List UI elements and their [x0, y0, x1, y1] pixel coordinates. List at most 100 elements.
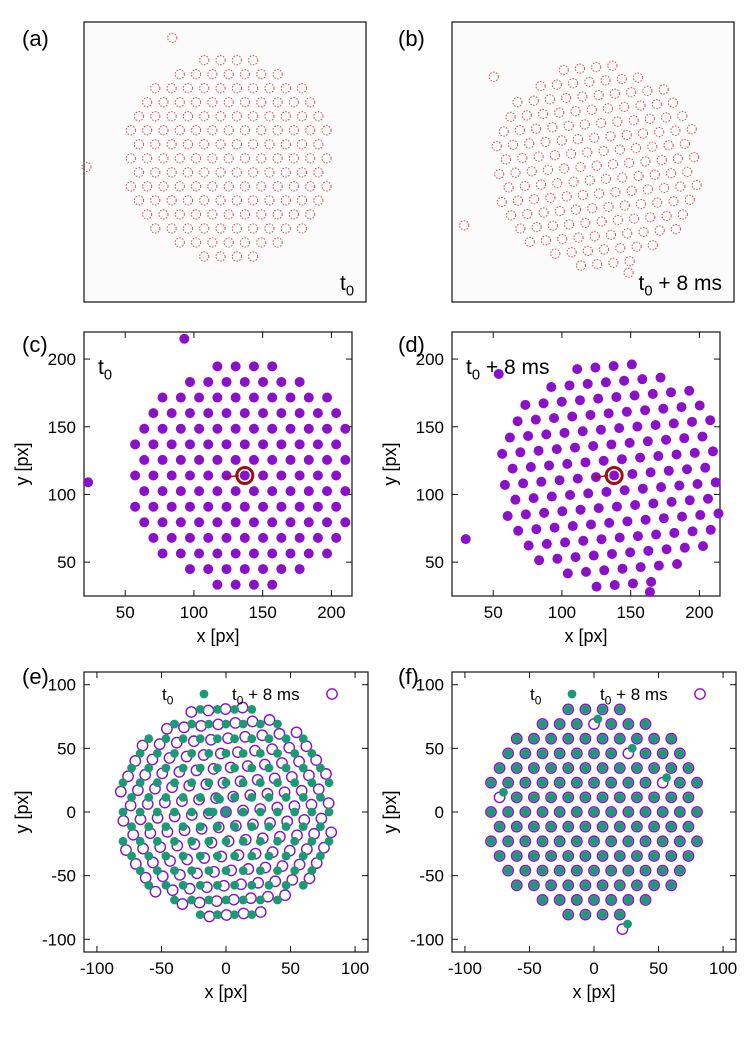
dot-t0-e-101 [255, 807, 265, 817]
particle-ring-b-88 [607, 159, 619, 170]
y-axis-label-f: y [px] [380, 790, 400, 833]
particle-ring-a-54 [231, 83, 242, 94]
particle-ring-b-79 [619, 101, 630, 113]
dot-t0-e-60 [187, 836, 197, 846]
particle-ring-b-114 [640, 156, 651, 167]
dot-t0-f-1 [495, 763, 504, 773]
particle-ring-a-130 [248, 251, 259, 262]
particle-ring-b-89 [614, 144, 625, 155]
particle-ring-a-62 [207, 153, 218, 164]
dot-t0-e-8 [152, 748, 162, 758]
dot-t0-e-110 [238, 866, 248, 876]
particle-dot-d-94 [591, 581, 602, 592]
particle-ring-b-59 [554, 205, 565, 217]
particle-dot-c-8 [166, 408, 177, 419]
particle-ring-b-119 [608, 257, 619, 268]
ring-t8-f-33 [510, 850, 523, 862]
particle-dot-d-14 [525, 462, 536, 473]
particle-ring-b-90 [621, 129, 632, 140]
particle-dot-d-36 [554, 475, 565, 486]
particle-dot-c-138 [340, 454, 351, 465]
particle-ring-b-144 [675, 181, 686, 192]
particle-ring-b-50 [565, 148, 577, 159]
particle-dot-d-111 [640, 514, 651, 525]
particle-dot-c-144 [331, 501, 342, 512]
particle-ring-a-121 [248, 223, 259, 234]
ring-t8-f-10 [536, 718, 549, 730]
ring-t8-f-3 [510, 732, 523, 745]
particle-ring-a-43 [231, 55, 242, 66]
dot-t0-e-52 [213, 763, 222, 773]
ring-t8-e-106 [290, 726, 303, 739]
ring-t8-e-93 [273, 727, 286, 740]
particle-ring-b-56 [607, 60, 618, 71]
center-marker-d [604, 466, 624, 486]
ring-t8-f-149 [682, 850, 695, 862]
particle-ring-a-19 [190, 69, 202, 80]
ring-t8-f-62 [570, 806, 583, 818]
dot-t0-e-104 [281, 763, 291, 773]
dot-t0-f-16 [529, 763, 539, 773]
particle-dot-d-121 [643, 545, 654, 556]
particle-ring-b-22 [512, 195, 524, 206]
ring-t8-f-80 [631, 732, 643, 745]
dot-t0-e-56 [247, 704, 257, 714]
particle-dot-d-152 [493, 368, 504, 379]
x-tick-label-d-0: 50 [484, 603, 503, 622]
particle-ring-b-21 [505, 210, 517, 221]
dot-t0-f-33 [512, 851, 522, 861]
particle-dot-c-7 [157, 423, 168, 434]
particle-ring-b-16 [531, 123, 542, 134]
particle-ring-b-153 [623, 267, 634, 278]
particle-dot-d-31 [590, 362, 601, 373]
dot-t0-f-126 [658, 807, 668, 817]
particle-ring-a-89 [248, 139, 259, 150]
particle-ring-b-105 [651, 99, 662, 110]
ring-t8-f-117 [665, 762, 678, 774]
particle-ring-a-142 [288, 209, 300, 220]
particle-dot-d-100 [637, 483, 648, 494]
dot-t0-f-115 [649, 792, 659, 802]
ring-t8-f-88 [605, 806, 618, 818]
ring-t8-f-71 [553, 864, 566, 877]
particle-dot-d-131 [653, 560, 664, 571]
particle-ring-b-80 [626, 87, 637, 98]
particle-dot-d-21 [513, 525, 524, 536]
dot-t0-e-37 [178, 792, 188, 802]
y-tick-label-c-3: 200 [48, 350, 76, 369]
dot-t0-e-43 [230, 704, 239, 714]
particle-ring-a-114 [272, 153, 283, 164]
particle-dot-c-51 [221, 439, 232, 450]
particle-ring-b-124 [642, 184, 653, 195]
particle-dot-c-39 [212, 423, 223, 434]
particle-ring-a-11 [125, 181, 136, 192]
dot-t0-e-53 [221, 748, 231, 758]
ring-t8-e-30 [195, 719, 208, 732]
ring-t8-f-118 [673, 747, 686, 760]
ring-t8-f-146 [691, 806, 703, 818]
particle-dot-d-105 [676, 402, 687, 413]
particle-ring-b-97 [596, 216, 607, 227]
particle-ring-a-14 [150, 139, 161, 150]
particle-ring-a-50 [199, 139, 210, 150]
dot-t0-f-44 [512, 880, 522, 890]
dot-t0-f-134 [649, 851, 659, 861]
particle-ring-b-65 [596, 117, 607, 129]
ring-t8-f-11 [485, 835, 497, 848]
particle-dot-d-72 [585, 519, 596, 530]
scatter-panel-d: 50 100 150 200 50 100 150 200 x [px] y [px] t0 + 8… [380, 331, 724, 646]
dot-t0-e-67 [247, 734, 257, 744]
particle-dot-d-60 [575, 504, 586, 515]
particle-dot-d-117 [686, 416, 697, 427]
particle-ring-a-64 [223, 125, 234, 136]
particle-dot-d-40 [585, 409, 596, 420]
ring-t8-e-45 [156, 870, 169, 883]
particle-dot-c-136 [322, 486, 333, 497]
ring-t8-f-72 [562, 850, 575, 862]
ring-t8-e-8 [146, 753, 159, 766]
particle-dot-d-4 [499, 479, 510, 490]
particle-ring-b-41 [577, 91, 588, 102]
particle-dot-c-83 [212, 548, 223, 559]
particle-dot-d-71 [578, 535, 589, 546]
particle-dot-c-103 [294, 439, 305, 450]
